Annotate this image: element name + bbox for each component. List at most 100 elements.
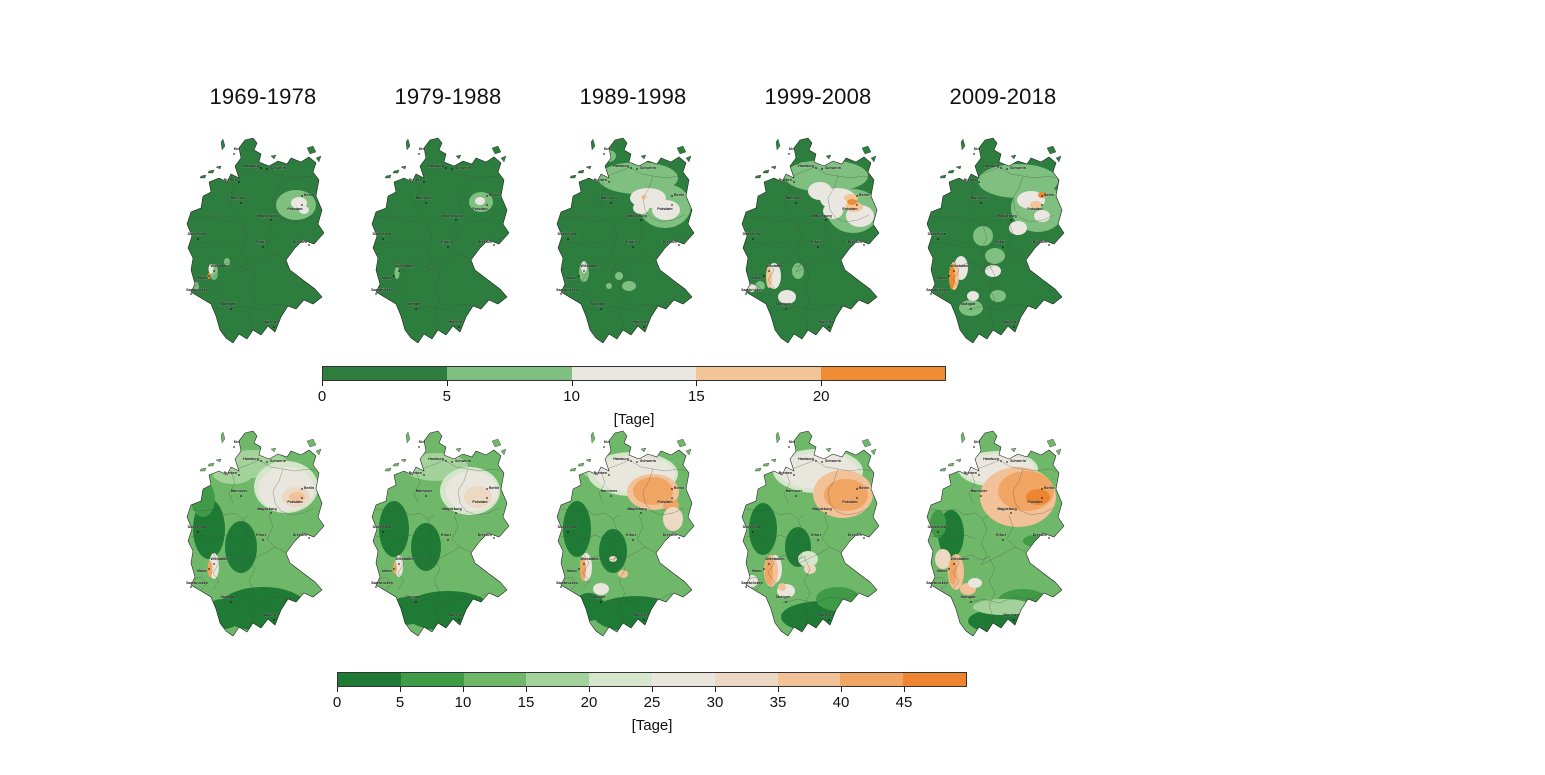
city-label: Saarbrücken (926, 581, 948, 585)
country-outline (186, 430, 325, 637)
germany-map: Kiel Hamburg Schwerin Bremen Hannover Berlin P… (186, 430, 325, 637)
map-patch (749, 503, 777, 555)
city-label: Dresden (848, 533, 862, 537)
city-label: Bremen (409, 178, 422, 182)
city-marker (768, 563, 770, 565)
city-marker (423, 474, 425, 476)
colorbar-tick-label: 25 (643, 694, 661, 711)
city-marker (953, 270, 955, 272)
city-label: Hamburg (983, 164, 999, 168)
city-label: Schwerin (825, 459, 841, 463)
city-marker (763, 275, 765, 277)
city-label: Düsseldorf (928, 232, 948, 236)
state-borders (560, 166, 687, 336)
map-patch (299, 206, 309, 214)
city-label: Berlin (674, 486, 684, 490)
city-marker (398, 270, 400, 272)
city-label: Kiel (789, 147, 796, 151)
city-label: Magdeburg (997, 214, 1016, 218)
city-marker (273, 326, 275, 328)
colorbar-tick (322, 381, 323, 386)
map-patch (985, 248, 1005, 264)
germany-map: Kiel Hamburg Schwerin Bremen Hannover Berlin P… (556, 430, 695, 637)
city-marker (567, 238, 569, 240)
city-marker (603, 153, 605, 155)
city-marker (856, 204, 858, 206)
city-label: Mainz (197, 276, 207, 280)
city-marker (671, 497, 673, 499)
city-marker (213, 563, 215, 565)
city-label: Berlin (1044, 193, 1054, 197)
city-label: Schwerin (825, 166, 841, 170)
map-patch (985, 265, 1001, 277)
city-label: Erfurt (811, 533, 822, 537)
map-patch (207, 561, 213, 577)
map-panel-top-1989-1998: Kiel Hamburg Schwerin Bremen Hannover Berlin P… (553, 136, 713, 356)
city-label: Bremen (964, 471, 977, 475)
city-label: Berlin (674, 193, 684, 197)
city-label: Saarbrücken (741, 288, 763, 292)
city-marker (240, 202, 242, 204)
city-label: Stuttgart (776, 302, 792, 306)
city-marker (632, 539, 634, 541)
city-label: Saarbrücken (186, 581, 208, 585)
colorbar-tick-label: 20 (580, 694, 598, 711)
city-marker (608, 181, 610, 183)
city-marker (260, 167, 262, 169)
city-label: München (448, 613, 464, 617)
city-label: Dresden (293, 533, 307, 537)
city-marker (190, 293, 192, 295)
city-label: Dresden (478, 240, 492, 244)
map-patch (615, 272, 623, 280)
colorbar-tick-label: 0 (317, 388, 327, 405)
map-panel-bottom-2009-2018: Kiel Hamburg Schwerin Bremen Hannover Berlin P… (923, 429, 1083, 649)
city-marker (828, 326, 830, 328)
city-label: Potsdam (1027, 207, 1042, 211)
colorbar-bottom: 0 5 10 15 20 25 30 35 40 45 [Tage] (333, 672, 967, 742)
map-panel-bottom-1989-1998: Kiel Hamburg Schwerin Bremen Hannover Berlin P… (553, 429, 713, 649)
map-patch (930, 510, 946, 538)
map-patch (778, 290, 796, 304)
map-patch (609, 556, 617, 562)
islands (939, 138, 1062, 179)
city-marker (608, 474, 610, 476)
city-marker (980, 495, 982, 497)
country-outline (186, 137, 325, 344)
city-marker (560, 586, 562, 588)
city-marker (825, 219, 827, 221)
period-title: 2009-2018 (949, 84, 1057, 109)
map-patch (600, 150, 616, 162)
city-marker (600, 601, 602, 603)
city-marker (418, 153, 420, 155)
city-marker (763, 568, 765, 570)
colorbar-tick (841, 687, 842, 692)
city-label: Hannover (231, 196, 248, 200)
germany-map: Kiel Hamburg Schwerin Bremen Hannover Berlin P… (371, 430, 510, 637)
map-patch (983, 539, 1003, 559)
city-marker (863, 537, 865, 539)
city-label: Düsseldorf (188, 525, 208, 529)
state-borders (930, 166, 1057, 336)
city-marker (238, 181, 240, 183)
city-label: Schwerin (640, 459, 656, 463)
colorbar-segment (323, 367, 448, 380)
city-label: Schwerin (1010, 459, 1026, 463)
map-patch (191, 481, 215, 517)
city-marker (600, 308, 602, 310)
city-label: Potsdam (472, 500, 487, 504)
map-patch (975, 559, 991, 579)
city-marker (970, 601, 972, 603)
colorbar-tick-label: 15 (688, 388, 705, 405)
city-label: München (448, 320, 464, 324)
city-label: Potsdam (842, 500, 857, 504)
city-label: Berlin (304, 486, 314, 490)
colorbar-gradient (322, 366, 946, 381)
city-marker (213, 270, 215, 272)
city-label: Düsseldorf (188, 232, 208, 236)
country-outline (741, 430, 880, 637)
city-marker (560, 293, 562, 295)
city-marker (486, 195, 488, 197)
city-label: Berlin (1044, 486, 1054, 490)
city-marker (821, 461, 823, 463)
city-label: Hannover (416, 196, 433, 200)
